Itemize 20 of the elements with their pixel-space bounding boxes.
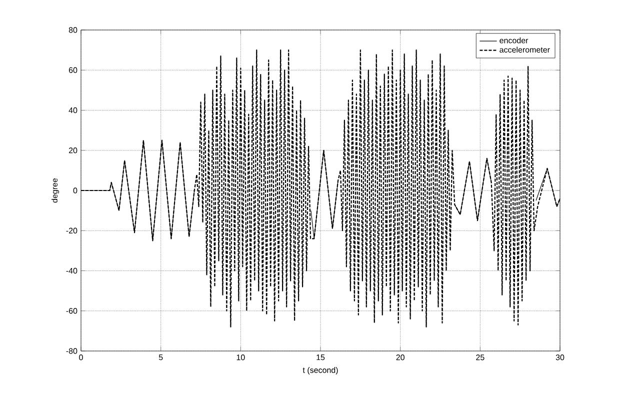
y-tick-label: 20 <box>68 148 78 154</box>
x-tick-label: 25 <box>476 354 484 360</box>
x-tick-label: 5 <box>158 354 163 360</box>
y-tick-label: 40 <box>68 107 78 114</box>
x-tick-label: 20 <box>396 354 404 360</box>
x-axis-title: t (second) <box>302 367 338 375</box>
legend-label: encoder <box>500 37 528 44</box>
y-tick-label: -80 <box>66 348 78 354</box>
y-tick-label: 60 <box>68 67 78 73</box>
y-axis-title: degree <box>52 178 60 203</box>
x-tick-label: 30 <box>556 354 564 360</box>
x-tick-label: 0 <box>79 354 83 360</box>
y-tick-label: 80 <box>68 27 78 33</box>
y-tick-label: 0 <box>73 188 78 194</box>
x-tick-label: 15 <box>316 354 325 360</box>
y-tick-label: -20 <box>66 228 78 234</box>
legend-label: accelerometer <box>500 46 550 53</box>
x-tick-label: 10 <box>236 354 245 360</box>
y-tick-label: -60 <box>66 308 78 314</box>
y-tick-label: -40 <box>66 268 78 274</box>
